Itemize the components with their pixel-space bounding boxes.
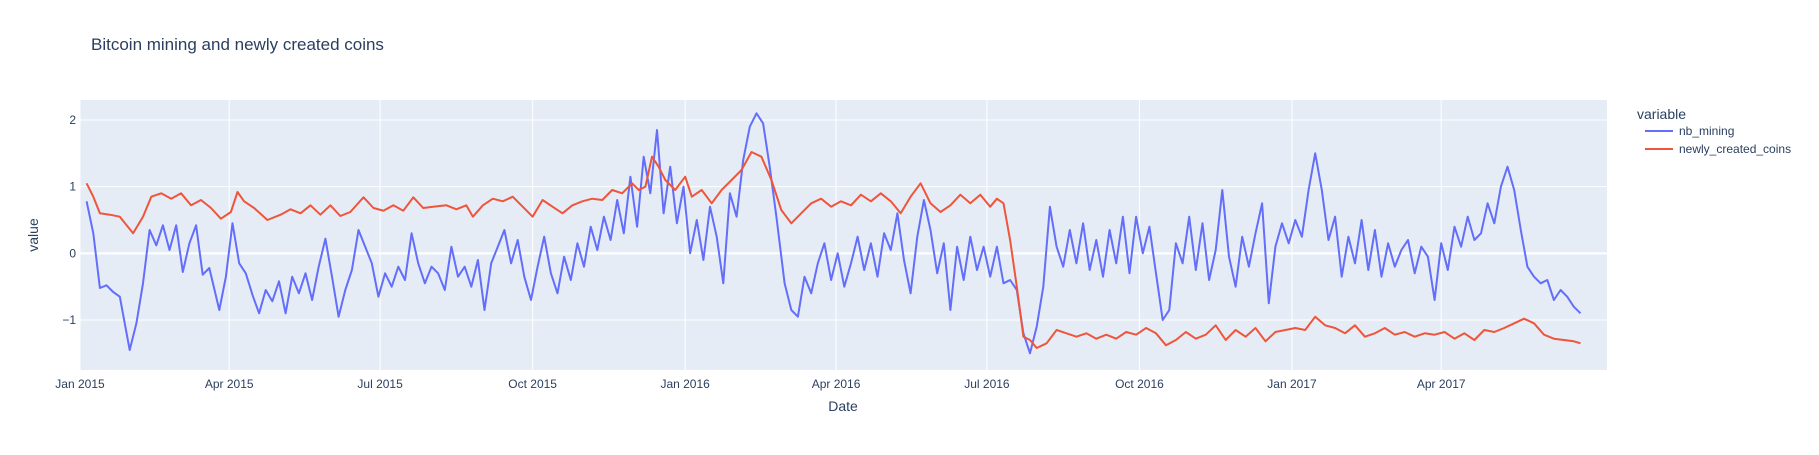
- x-tick-label: Jul 2016: [964, 377, 1010, 391]
- x-tick-label: Jul 2015: [357, 377, 403, 391]
- chart-title: Bitcoin mining and newly created coins: [91, 35, 384, 54]
- x-tick-label: Apr 2015: [205, 377, 254, 391]
- x-tick-label: Oct 2016: [1115, 377, 1164, 391]
- y-tick-label: 1: [69, 180, 76, 194]
- legend-label: nb_mining: [1679, 124, 1734, 138]
- y-axis-title: value: [25, 218, 41, 252]
- legend-label: newly_created_coins: [1679, 142, 1791, 156]
- y-tick-label: 0: [69, 246, 76, 260]
- legend-item-newly_created_coins[interactable]: newly_created_coins: [1645, 142, 1791, 156]
- x-tick-label: Apr 2017: [1417, 377, 1466, 391]
- x-tick-label: Jan 2015: [55, 377, 105, 391]
- legend-items: nb_mining newly_created_coins: [1645, 124, 1791, 156]
- legend: variable nb_mining newly_created_coins: [1637, 106, 1791, 156]
- x-tick-label: Jan 2017: [1267, 377, 1317, 391]
- x-tick-label: Jan 2016: [660, 377, 710, 391]
- y-tick-label: 2: [69, 113, 76, 127]
- series-lines: [85, 112, 1582, 355]
- series-line-newly_created_coins: [85, 151, 1581, 349]
- x-tick-label: Oct 2015: [508, 377, 557, 391]
- x-tick-label: Apr 2016: [812, 377, 861, 391]
- series-line-nb_mining: [85, 112, 1582, 355]
- legend-item-nb_mining[interactable]: nb_mining: [1645, 124, 1734, 138]
- x-axis-title: Date: [828, 398, 858, 414]
- y-axis-ticks: 2 1 0 −1: [62, 113, 76, 327]
- x-axis-ticks: Jan 2015 Apr 2015 Jul 2015 Oct 2015 Jan 2016…: [55, 377, 1466, 391]
- plot-area: [80, 100, 1607, 370]
- legend-title: variable: [1637, 106, 1686, 122]
- y-tick-label: −1: [62, 313, 76, 327]
